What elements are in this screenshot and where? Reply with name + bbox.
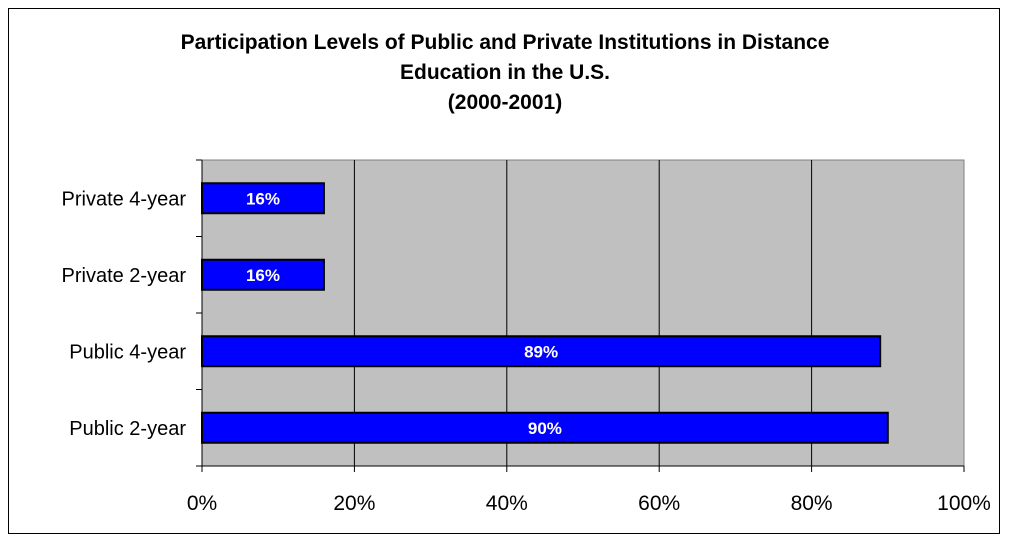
data-label-1: 89%: [524, 342, 558, 361]
data-label-3: 16%: [246, 189, 280, 208]
chart-title-line-2: Education in the U.S.: [399, 61, 610, 84]
category-label-1: Public 4-year: [69, 341, 186, 363]
x-tick-label-4: 80%: [791, 492, 833, 515]
chart-title-line-3: (2000-2001): [447, 91, 563, 114]
data-label-0: 90%: [528, 419, 562, 438]
category-label-3: Private 4-year: [62, 188, 187, 210]
bar-3: [201, 182, 325, 215]
data-label-2: 16%: [246, 266, 280, 285]
chart-title-line-1: Participation Levels of Public and Priva…: [180, 31, 830, 54]
bar-0: [201, 411, 889, 444]
x-tick-label-1: 20%: [333, 492, 375, 515]
chart-title: Participation Levels of Public and Priva…: [0, 28, 1010, 118]
x-tick-label-2: 40%: [486, 492, 528, 515]
x-tick-label-0: 0%: [187, 492, 217, 515]
category-label-0: Public 2-year: [69, 418, 186, 440]
bar-2: [201, 258, 325, 291]
x-tick-label-5: 100%: [937, 492, 991, 515]
category-label-2: Private 2-year: [62, 265, 187, 287]
x-tick-label-3: 60%: [638, 492, 680, 515]
bar-1: [201, 335, 882, 368]
